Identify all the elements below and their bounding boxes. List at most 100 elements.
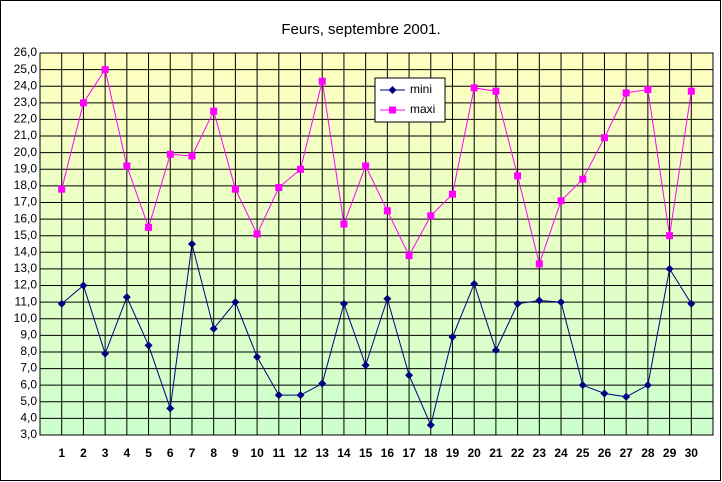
x-tick-label: 1 [58,446,65,460]
x-tick-label: 20 [468,446,482,460]
marker [514,172,522,180]
y-tick-label: 26,0 [14,45,38,59]
marker [339,299,348,308]
marker [427,212,435,220]
marker [389,106,396,114]
x-tick-label: 6 [167,446,174,460]
marker [513,299,522,308]
y-tick-label: 6,0 [20,377,37,391]
marker [231,185,239,193]
marker [426,421,435,430]
y-tick-label: 18,0 [14,178,38,192]
marker [166,404,175,413]
x-tick-label: 11 [272,446,285,460]
marker [492,87,500,95]
series-line [61,68,692,266]
x-tick-label: 8 [210,446,217,460]
marker [122,293,131,302]
marker [275,184,283,192]
y-tick-label: 19,0 [14,161,38,175]
x-tick-label: 18 [424,446,438,460]
marker [274,391,283,400]
marker [666,232,674,240]
marker [644,86,652,94]
marker [448,333,457,342]
legend-label: mini [410,82,432,96]
x-tick-label: 15 [359,446,373,460]
marker [58,185,66,193]
grid [40,52,713,436]
marker [166,150,174,158]
marker [470,84,478,92]
legend-box [374,77,446,123]
marker [687,87,695,95]
x-tick-label: 12 [294,446,308,460]
x-tick-label: 22 [511,446,525,460]
marker [470,279,479,288]
marker [188,152,196,160]
y-tick-label: 23,0 [14,95,38,109]
marker [79,281,88,290]
marker [535,260,543,268]
marker [600,134,608,142]
y-tick-label: 4,0 [20,411,37,425]
y-tick-label: 16,0 [14,211,38,225]
marker [101,349,110,358]
y-tick-label: 3,0 [20,427,37,441]
y-tick-label: 15,0 [14,228,38,242]
x-tick-label: 3 [102,446,109,460]
y-tick-label: 13,0 [14,261,38,275]
y-tick-label: 21,0 [14,128,38,142]
marker [383,207,391,215]
x-tick-label: 27 [619,446,633,460]
y-tick-label: 20,0 [14,145,38,159]
x-tick-label: 29 [663,446,677,460]
marker [405,371,414,380]
x-tick-label: 26 [598,446,612,460]
x-tick-label: 2 [80,446,87,460]
x-tick-label: 21 [489,446,503,460]
marker [579,175,587,183]
y-tick-label: 11,0 [15,294,38,308]
marker [297,165,305,173]
y-tick-label: 8,0 [20,344,37,358]
marker [362,162,370,170]
y-tick-label: 5,0 [20,394,37,408]
y-tick-label: 7,0 [20,361,37,375]
marker [123,162,131,170]
x-tick-label: 13 [316,446,330,460]
marker [231,298,240,307]
y-tick-label: 12,0 [14,278,38,292]
marker [448,190,456,198]
y-tick-label: 10,0 [14,311,38,325]
y-tick-label: 24,0 [14,78,38,92]
x-tick-label: 9 [232,446,239,460]
marker [491,346,500,355]
marker [209,324,218,333]
marker [253,230,261,238]
x-tick-label: 30 [685,446,699,460]
marker [383,294,392,303]
x-tick-label: 10 [250,446,264,460]
marker [665,264,674,273]
marker [210,107,218,115]
marker [79,99,87,107]
legend-label: maxi [410,102,435,116]
x-tick-label: 14 [337,446,351,460]
x-tick-label: 24 [554,446,568,460]
marker [405,252,413,260]
marker [622,392,631,401]
x-tick-label: 16 [381,446,395,460]
x-tick-label: 23 [533,446,547,460]
y-tick-label: 22,0 [14,112,38,126]
marker [388,86,397,94]
y-tick-label: 25,0 [14,62,38,76]
marker [144,341,153,350]
y-tick-label: 17,0 [14,195,38,209]
marker [578,381,587,390]
x-tick-label: 17 [402,446,416,460]
marker [687,299,696,308]
x-tick-label: 25 [576,446,590,460]
y-tick-label: 14,0 [14,244,38,258]
